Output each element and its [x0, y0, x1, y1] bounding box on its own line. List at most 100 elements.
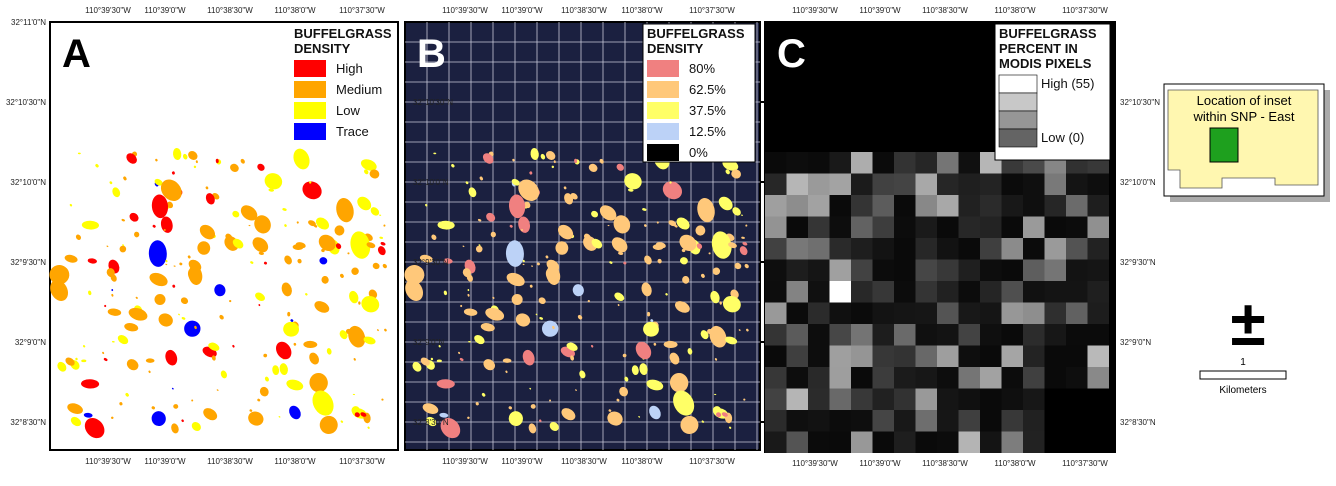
- buffelgrass-patch: [609, 261, 613, 264]
- modis-pixel: [851, 173, 873, 195]
- buffelgrass-patch: [743, 398, 746, 401]
- buffelgrass-patch: [680, 415, 699, 434]
- buffelgrass-patch: [171, 423, 179, 434]
- bottom-tick-label: 110°38'0"W: [621, 457, 663, 466]
- buffelgrass-patch: [119, 402, 123, 406]
- buffelgrass-patch: [729, 426, 732, 429]
- buffelgrass-patch: [219, 314, 224, 320]
- buffelgrass-patch: [102, 351, 105, 355]
- buffelgrass-patch: [179, 262, 183, 266]
- modis-pixel: [1087, 345, 1109, 367]
- buffelgrass-patch: [151, 411, 166, 427]
- buffelgrass-patch: [669, 181, 672, 184]
- buffelgrass-patch: [599, 205, 617, 221]
- modis-pixel: [937, 152, 959, 174]
- modis-pixel: [1066, 302, 1088, 324]
- modis-pixel: [1023, 173, 1045, 195]
- modis-pixel: [1087, 324, 1109, 346]
- modis-pixel: [958, 238, 980, 260]
- modis-pixel: [915, 367, 937, 389]
- buffelgrass-patch: [524, 201, 531, 209]
- buffelgrass-patch: [697, 198, 715, 223]
- lat-tick-label: 32°9'0"N: [15, 338, 46, 347]
- modis-pixel: [808, 173, 830, 195]
- buffelgrass-patch: [412, 361, 422, 372]
- buffelgrass-patch: [117, 334, 129, 345]
- buffelgrass-patch: [468, 187, 477, 198]
- buffelgrass-patch: [624, 173, 642, 190]
- buffelgrass-patch: [405, 279, 424, 301]
- modis-pixel: [958, 281, 980, 303]
- buffelgrass-patch: [740, 214, 744, 216]
- buffelgrass-patch: [135, 296, 138, 299]
- buffelgrass-patch: [57, 361, 67, 372]
- buffelgrass-patch: [232, 238, 244, 249]
- buffelgrass-patch: [275, 341, 292, 360]
- modis-pixel: [1087, 238, 1109, 260]
- buffelgrass-patch: [49, 265, 70, 285]
- modis-pixel: [1023, 259, 1045, 281]
- lat-tick-label: 32°8'30"N: [413, 418, 449, 427]
- buffelgrass-patch: [709, 325, 727, 348]
- legend-title: BUFFELGRASS: [294, 26, 392, 41]
- buffelgrass-patch: [124, 323, 139, 332]
- buffelgrass-patch: [718, 196, 733, 211]
- modis-pixel: [872, 259, 894, 281]
- buffelgrass-patch: [482, 153, 494, 164]
- modis-pixel: [1044, 238, 1066, 260]
- buffelgrass-patch: [369, 169, 380, 179]
- legend-title: PERCENT IN: [999, 41, 1078, 56]
- buffelgrass-patch: [535, 313, 538, 316]
- modis-pixel: [829, 173, 851, 195]
- buffelgrass-patch: [437, 220, 455, 230]
- lat-tick-label: 32°8'30"N: [10, 418, 46, 427]
- bottom-tick-label: 110°39'30"W: [792, 459, 838, 468]
- buffelgrass-patch: [529, 171, 533, 175]
- buffelgrass-patch: [229, 299, 232, 303]
- buffelgrass-patch: [650, 319, 654, 322]
- modis-pixel: [1044, 324, 1066, 346]
- buffelgrass-patch: [354, 412, 360, 418]
- modis-pixel: [872, 238, 894, 260]
- modis-pixel: [894, 431, 916, 453]
- modis-pixel: [1001, 410, 1023, 432]
- buffelgrass-patch: [187, 255, 191, 259]
- modis-pixel: [958, 324, 980, 346]
- top-tick-label: 110°39'0"W: [501, 6, 543, 15]
- buffelgrass-patch: [319, 257, 328, 265]
- buffelgrass-patch: [617, 304, 620, 307]
- buffelgrass-patch: [313, 224, 318, 228]
- bottom-tick-label: 110°38'30"W: [561, 457, 607, 466]
- buffelgrass-patch: [551, 165, 555, 169]
- modis-pixel: [937, 367, 959, 389]
- buffelgrass-patch: [107, 308, 122, 316]
- top-tick-label: 110°38'0"W: [621, 6, 663, 15]
- buffelgrass-patch: [529, 284, 533, 288]
- modis-pixel: [937, 173, 959, 195]
- modis-pixel: [958, 216, 980, 238]
- buffelgrass-patch: [575, 389, 577, 391]
- buffelgrass-patch: [165, 349, 178, 366]
- buffelgrass-patch: [263, 261, 268, 265]
- modis-pixel: [1001, 238, 1023, 260]
- modis-pixel: [1066, 324, 1088, 346]
- buffelgrass-patch: [545, 255, 549, 259]
- buffelgrass-patch: [591, 344, 594, 348]
- buffelgrass-patch: [721, 412, 728, 417]
- modis-pixel: [980, 367, 1002, 389]
- modis-pixel: [851, 152, 873, 174]
- buffelgrass-patch: [716, 412, 722, 418]
- buffelgrass-patch: [635, 341, 652, 360]
- buffelgrass-patch: [624, 376, 629, 382]
- modis-pixel: [894, 281, 916, 303]
- buffelgrass-patch: [675, 301, 690, 313]
- buffelgrass-patch: [518, 179, 540, 201]
- modis-pixel: [1044, 259, 1066, 281]
- modis-pixel: [765, 324, 787, 346]
- modis-pixel: [808, 410, 830, 432]
- buffelgrass-patch: [360, 159, 377, 171]
- buffelgrass-patch: [742, 241, 748, 246]
- buffelgrass-patch: [518, 216, 530, 233]
- top-tick-label: 110°38'0"W: [274, 6, 316, 15]
- lat-tick-label: 32°10'30"N: [6, 98, 46, 107]
